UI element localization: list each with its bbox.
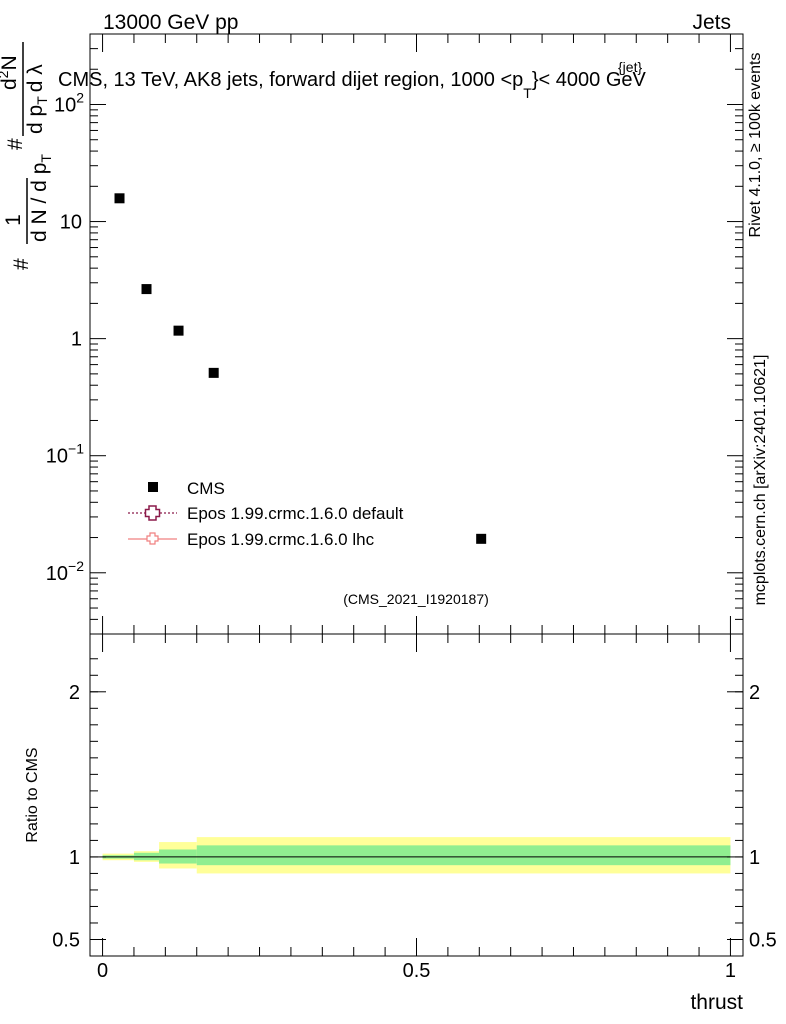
main-points bbox=[114, 193, 487, 544]
legend-cms-label: CMS bbox=[187, 479, 225, 498]
ratio-inner-band bbox=[196, 845, 731, 866]
header-right: Jets bbox=[692, 11, 731, 34]
main-y-tick-label: 102 bbox=[54, 89, 84, 116]
ratio-bands bbox=[102, 837, 731, 874]
ylabel-hash-1: # bbox=[10, 258, 33, 270]
main-y-tick-label: 10 bbox=[60, 212, 82, 234]
ratio-frame bbox=[89, 633, 744, 957]
chart-title: CMS, 13 TeV, AK8 jets, forward dijet reg… bbox=[58, 69, 647, 101]
legend-epos-lhc-label: Epos 1.99.crmc.1.6.0 lhc bbox=[187, 530, 375, 549]
legend-epos-lhc-marker bbox=[146, 532, 159, 545]
ratio-y-tick-label-right: 2 bbox=[749, 682, 760, 704]
x-tick-label: 1 bbox=[725, 960, 736, 982]
ratio-y-tick-label-right: 1 bbox=[749, 847, 760, 869]
legend-cms-marker bbox=[148, 482, 158, 492]
chart-title-main: CMS, 13 TeV, AK8 jets, forward dijet reg… bbox=[58, 69, 523, 91]
ylabel-num-1: 1 bbox=[2, 214, 25, 226]
main-y-tick-label: 1 bbox=[71, 329, 82, 351]
cms-data-point bbox=[141, 284, 152, 295]
chart-title-sup: {jet} bbox=[618, 59, 642, 75]
main-y-tick-label: 10−2 bbox=[46, 558, 84, 585]
ylabel-num-2: d2N bbox=[0, 55, 21, 90]
x-ticks: 0 0.5 1 bbox=[97, 34, 736, 982]
x-tick-label: 0 bbox=[97, 960, 108, 982]
chart-title-end: }< 4000 GeV bbox=[532, 69, 647, 91]
ratio-y-ticks: 0.5 0.5 1 1 2 2 bbox=[52, 658, 777, 951]
ylabel-den-2: d pTd λ bbox=[24, 64, 50, 134]
cms-data-point bbox=[476, 533, 487, 544]
cms-data-point bbox=[208, 367, 219, 378]
cms-data-point bbox=[114, 193, 125, 204]
mcplots-label: mcplots.cern.ch [arXiv:2401.10621] bbox=[752, 355, 769, 606]
cms-data-point bbox=[173, 325, 184, 336]
ylabel-den-1: d N / d pT bbox=[28, 154, 54, 242]
legend: CMS Epos 1.99.crmc.1.6.0 default Epos 1.… bbox=[128, 479, 404, 549]
main-y-tick-label: 10−1 bbox=[46, 441, 84, 468]
header-left: 13000 GeV pp bbox=[103, 11, 238, 34]
ylabel-hash-2: # bbox=[4, 138, 27, 150]
ratio-y-tick-label-left: 2 bbox=[69, 682, 80, 704]
ratio-y-label: Ratio to CMS bbox=[24, 747, 41, 842]
main-y-label: # 1 d N / d pT # d2N d pTd λ bbox=[0, 42, 54, 270]
ratio-y-tick-label-left: 1 bbox=[69, 847, 80, 869]
analysis-watermark: (CMS_2021_I1920187) bbox=[343, 591, 489, 607]
x-tick-label: 0.5 bbox=[403, 960, 431, 982]
legend-epos-default-label: Epos 1.99.crmc.1.6.0 default bbox=[187, 504, 404, 523]
x-axis-label: thrust bbox=[690, 991, 743, 1014]
ratio-y-tick-label-right: 0.5 bbox=[749, 929, 777, 951]
rivet-label: Rivet 4.1.0, ≥ 100k events bbox=[747, 53, 764, 238]
legend-epos-default-marker bbox=[144, 505, 161, 521]
ratio-y-tick-label-left: 0.5 bbox=[52, 929, 80, 951]
chart-title-sub: T bbox=[523, 85, 532, 101]
